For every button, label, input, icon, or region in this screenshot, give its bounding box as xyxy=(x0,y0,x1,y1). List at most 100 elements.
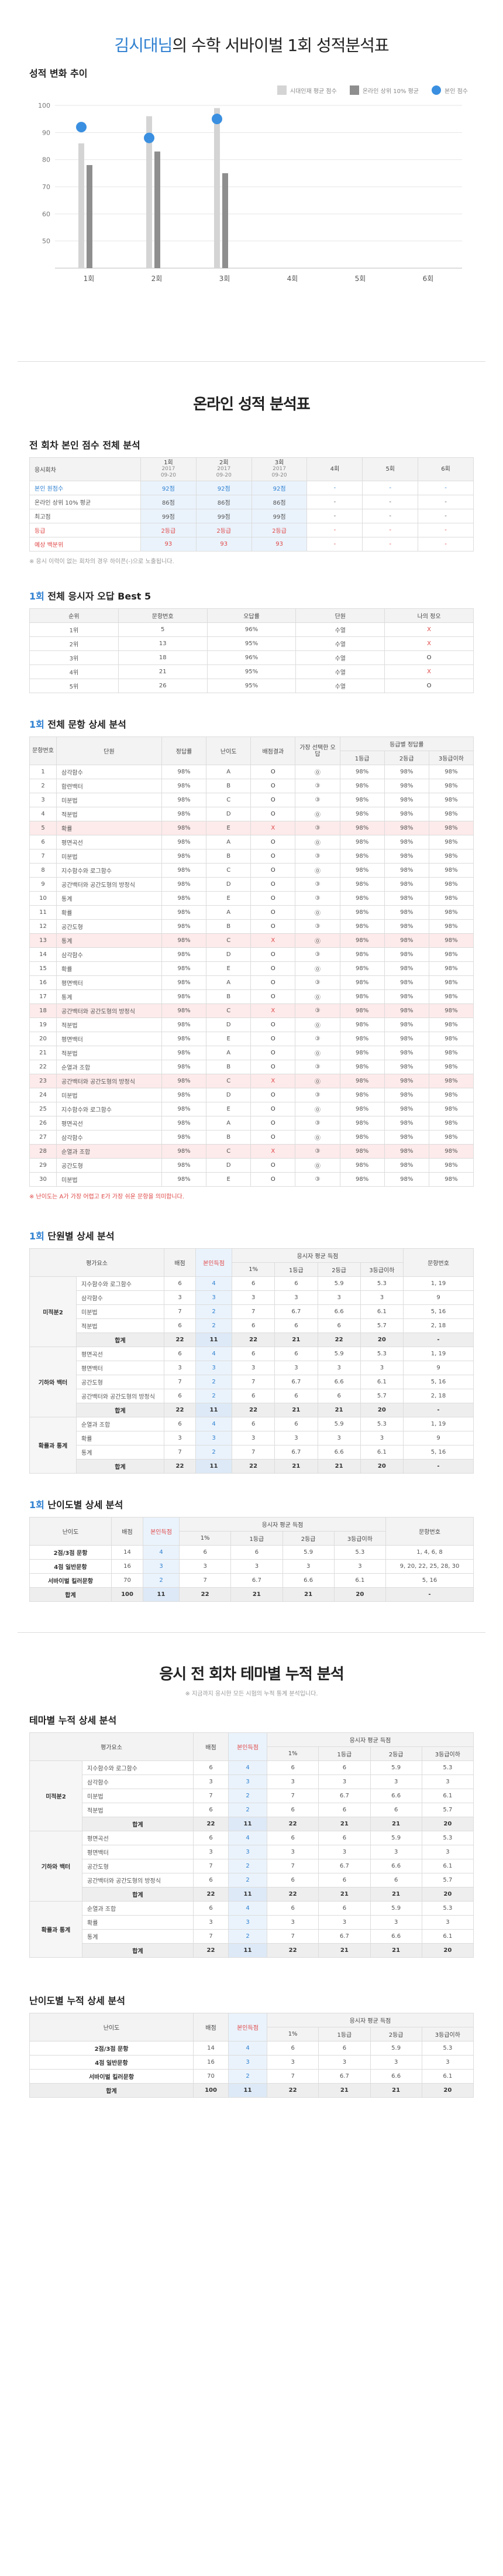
question-row: 30 미분법 98% E O ③ 98% 98% 98% xyxy=(29,1172,474,1187)
difficulty-heading-round: 1회 xyxy=(29,1499,44,1510)
question-cell: 98% xyxy=(161,905,207,920)
detail-header: 단원 xyxy=(56,737,162,765)
section-divider xyxy=(18,361,485,362)
detail-subheader: 2등급 xyxy=(384,751,429,765)
unit-row: 평면백터 3 3 3 3 3 3 xyxy=(30,1845,474,1859)
question-cell: 30 xyxy=(29,1172,57,1187)
grouped-cell: 평면백터 xyxy=(76,1361,164,1375)
grouped-cell: 6.6 xyxy=(317,1375,361,1389)
detail-header-row: 문항번호 단원 정답률 난이도 배점결과 가장 선택한 오답 등급별 정답률 xyxy=(29,737,474,765)
grouped-cell: 6 xyxy=(318,1873,371,1888)
unit-heading-round: 1회 xyxy=(29,1231,44,1242)
grouped-cell: 6 xyxy=(274,1389,318,1403)
grouped-cell: 미분법 xyxy=(82,1789,194,1803)
question-cell: 98% xyxy=(384,961,429,976)
grouped-header: 평가요소 xyxy=(29,1248,164,1277)
unit-total-cell: 22 xyxy=(266,1817,319,1831)
difficulty-cell: 6 xyxy=(266,2041,319,2056)
question-row: 4 적분법 98% D O ⓪ 98% 98% 98% xyxy=(29,807,474,821)
unit-total-cell: 합계 xyxy=(76,1403,164,1417)
difficulty-total-cell: 21 xyxy=(370,2083,422,2098)
question-cell: E xyxy=(206,1032,252,1046)
question-cell: 98% xyxy=(339,919,385,934)
grouped-cell: 6 xyxy=(318,1831,371,1845)
best5-heading-round: 1회 xyxy=(29,591,44,602)
question-cell: 98% xyxy=(428,1172,474,1187)
unit-total-cell: 합계 xyxy=(82,1887,194,1902)
question-row: 18 공간백터와 공간도형의 방정식 98% C X ③ 98% 98% 98% xyxy=(29,1003,474,1018)
question-cell: 11 xyxy=(29,905,57,920)
grouped-cell: 5.3 xyxy=(360,1417,404,1431)
question-cell: 삼각함수 xyxy=(56,947,162,962)
question-cell: 98% xyxy=(428,779,474,793)
best5-cell: X xyxy=(384,664,474,679)
summary-cell: 99점 xyxy=(251,509,308,523)
question-cell: 98% xyxy=(339,807,385,821)
unit-row: 평면백터 3 3 3 3 3 3 9 xyxy=(30,1361,474,1375)
grouped-cell: 3 xyxy=(228,1845,267,1859)
grouped-cell: 6 xyxy=(231,1318,275,1333)
summary-cell: 86점 xyxy=(140,495,197,509)
question-cell: 98% xyxy=(428,919,474,934)
question-row: 21 적분법 98% A O ⓪ 98% 98% 98% xyxy=(29,1046,474,1060)
cumulative-difficulty-table: 난이도 배점 본인득점 응시자 평균 득점 1% 1등급 2등급 3등급이하 2점/3점 문항… xyxy=(29,2013,474,2098)
summary-cell: 99점 xyxy=(140,509,197,523)
difficulty-cell: 3 xyxy=(178,1559,232,1574)
question-cell: 98% xyxy=(339,933,385,948)
grouped-cell: 4 xyxy=(195,1276,232,1291)
question-cell: 공간백터와 공간도형의 방정식 xyxy=(56,1074,162,1088)
grouped-cell: 7 xyxy=(266,1789,319,1803)
summary-cell: - xyxy=(362,481,419,495)
summary-cell: - xyxy=(362,495,419,509)
grouped-cell: 6.6 xyxy=(317,1445,361,1460)
difficulty-cell: 7 xyxy=(266,2069,319,2084)
question-cell: 14 xyxy=(29,947,57,962)
question-cell: ③ xyxy=(295,891,340,906)
summary-round-header: 3회 2017 09-20 xyxy=(251,457,308,481)
y-tick-label: 100 xyxy=(38,102,50,109)
grouped-cell: 2 xyxy=(195,1375,232,1389)
question-cell: 98% xyxy=(339,1018,385,1032)
question-cell: 98% xyxy=(161,933,207,948)
question-cell: 98% xyxy=(384,891,429,906)
difficulty-cell: 6.1 xyxy=(421,2069,474,2084)
summary-cell: - xyxy=(306,523,363,537)
question-cell: 98% xyxy=(339,765,385,779)
question-cell: 98% xyxy=(161,1018,207,1032)
question-cell: 98% xyxy=(161,1032,207,1046)
question-row: 24 미분법 98% D O ③ 98% 98% 98% xyxy=(29,1088,474,1102)
difficulty-cell: 3 xyxy=(421,2055,474,2070)
legend-item-mine: 본인 점수 xyxy=(432,85,468,95)
question-cell: ⓪ xyxy=(295,1074,340,1088)
question-row: 25 지수함수와 로그함수 98% E O ⓪ 98% 98% 98% xyxy=(29,1102,474,1116)
summary-cell: - xyxy=(362,509,419,523)
question-cell: 98% xyxy=(384,807,429,821)
question-cell: 16 xyxy=(29,975,57,990)
grouped-cell: 6 xyxy=(193,1803,229,1817)
grouped-cell: 평면백터 xyxy=(82,1845,194,1859)
legend-label-average: 시대인재 평균 점수 xyxy=(290,88,337,95)
difficulty-total-cell: 합계 xyxy=(29,1587,112,1602)
question-row: 2 함련백터 98% B O ③ 98% 98% 98% xyxy=(29,779,474,793)
unit-row: 확률 3 3 3 3 3 3 9 xyxy=(30,1431,474,1445)
grouped-cell: 6 xyxy=(193,1873,229,1888)
question-cell: A xyxy=(206,835,252,849)
question-cell: B xyxy=(206,919,252,934)
unit-total-cell: 20 xyxy=(360,1332,404,1347)
summary-cell: 2등급 xyxy=(140,523,197,537)
question-cell: O xyxy=(250,905,296,920)
question-cell: ⓪ xyxy=(295,835,340,849)
question-cell: O xyxy=(250,863,296,878)
unit-row: 미분법 7 2 7 6.7 6.6 6.1 xyxy=(30,1789,474,1803)
question-cell: 98% xyxy=(384,1003,429,1018)
question-cell: 98% xyxy=(428,1130,474,1145)
question-cell: ③ xyxy=(295,1032,340,1046)
best5-header: 단원 xyxy=(295,608,385,623)
question-cell: B xyxy=(206,849,252,864)
summary-cell: - xyxy=(306,509,363,523)
question-cell: 98% xyxy=(428,1032,474,1046)
question-cell: 98% xyxy=(428,933,474,948)
grouped-header-row: 난이도 배점 본인득점 응시자 평균 득점 xyxy=(29,2013,474,2041)
difficulty-cell: 9, 20, 22, 25, 28, 30 xyxy=(385,1559,474,1574)
question-cell: 98% xyxy=(384,1074,429,1088)
